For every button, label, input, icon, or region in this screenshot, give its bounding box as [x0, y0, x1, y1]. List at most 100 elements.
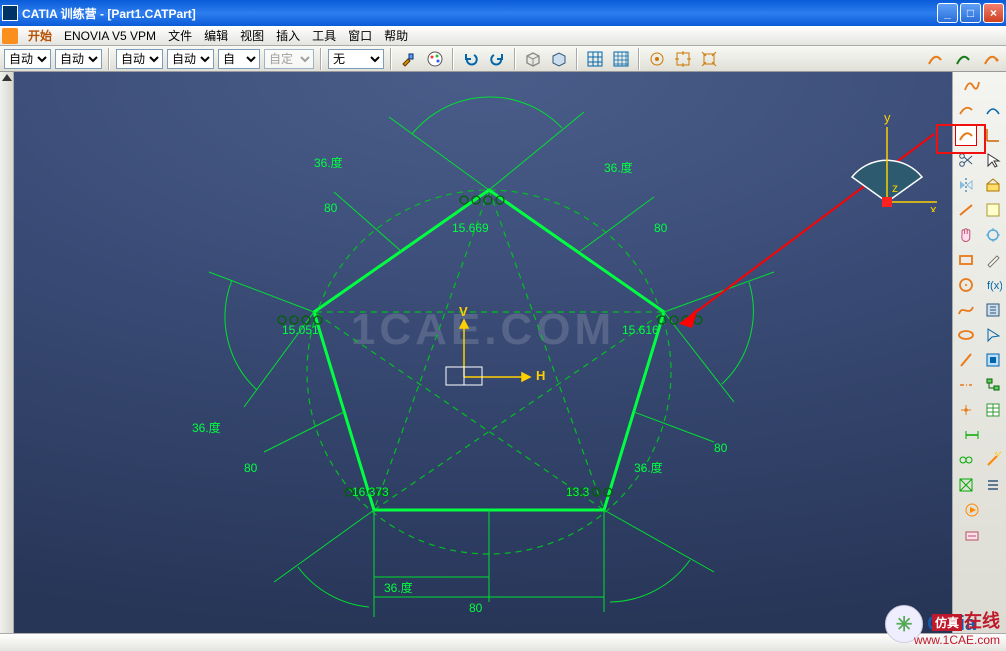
menu-insert[interactable]: 插入 [270, 27, 306, 44]
app-icon [2, 5, 18, 21]
hand-icon[interactable] [955, 224, 977, 246]
svg-text:15.669: 15.669 [452, 221, 489, 235]
svg-text:13.3: 13.3 [566, 485, 590, 499]
sketch-canvas[interactable]: 1CAE.COM [14, 72, 952, 633]
spline-icon[interactable] [961, 74, 983, 96]
list-icon[interactable] [982, 474, 1004, 496]
curve-tool-icon[interactable] [955, 99, 977, 121]
slash-icon[interactable] [955, 349, 977, 371]
window-titlebar: CATIA 训练营 - [Part1.CATPart] _ □ × [0, 0, 1006, 26]
redo-icon[interactable] [486, 48, 508, 70]
svg-text:36.度: 36.度 [192, 420, 221, 435]
menu-file[interactable]: 文件 [162, 27, 198, 44]
svg-text:80: 80 [654, 221, 668, 235]
axis-icon[interactable] [955, 374, 977, 396]
minimize-button[interactable]: _ [937, 3, 958, 23]
menu-enovia[interactable]: ENOVIA V5 VPM [58, 29, 162, 43]
watermark-1cae: 仿真在线 www.1CAE.com [914, 607, 1000, 647]
maximize-button[interactable]: □ [960, 3, 981, 23]
wand-icon[interactable] [982, 449, 1004, 471]
spreadsheet-icon[interactable] [982, 399, 1004, 421]
palette-tool-icon[interactable] [424, 48, 446, 70]
combo-7[interactable]: 无 [328, 49, 384, 69]
line-icon[interactable] [955, 199, 977, 221]
ellipse-icon[interactable] [955, 324, 977, 346]
open-curve-icon[interactable] [982, 99, 1004, 121]
svg-text:15.616: 15.616 [622, 323, 659, 337]
rectangle-icon[interactable] [955, 249, 977, 271]
animate-icon[interactable] [961, 499, 983, 521]
combo-6[interactable]: 自定 [264, 49, 314, 69]
grid-1-icon[interactable] [584, 48, 606, 70]
dimension-icon[interactable] [961, 424, 983, 446]
curve-3-icon[interactable] [980, 48, 1002, 70]
square-target-icon[interactable] [672, 48, 694, 70]
svg-text:y: y [884, 110, 891, 125]
main-area: 1CAE.COM [0, 72, 1006, 633]
window-title: CATIA 训练营 - [Part1.CATPart] [22, 5, 937, 22]
combo-4[interactable]: 自动 [167, 49, 214, 69]
undo-icon[interactable] [460, 48, 482, 70]
svg-text:36.度: 36.度 [384, 580, 413, 595]
magic-icon[interactable] [982, 224, 1004, 246]
target-icon[interactable] [646, 48, 668, 70]
svg-text:80: 80 [469, 601, 483, 615]
menu-tools[interactable]: 工具 [306, 27, 342, 44]
sketch-solve-icon[interactable] [982, 174, 1004, 196]
grid-2-icon[interactable] [610, 48, 632, 70]
svg-text:80: 80 [714, 441, 728, 455]
mirror-icon[interactable] [955, 174, 977, 196]
curve-1-icon[interactable] [924, 48, 946, 70]
close-button[interactable]: × [983, 3, 1004, 23]
edit-multi-icon[interactable] [961, 524, 983, 546]
svg-text:36.度: 36.度 [314, 155, 343, 170]
menu-bar: 开始 ENOVIA V5 VPM 文件 编辑 视图 插入 工具 窗口 帮助 [0, 26, 1006, 46]
toolbar-row: 自动 自动 自动 自动 自 自定 无 [0, 46, 1006, 72]
box-2-icon[interactable] [548, 48, 570, 70]
fit-icon[interactable] [698, 48, 720, 70]
menu-start[interactable]: 开始 [22, 27, 58, 44]
compass-gizmo[interactable]: y x z [832, 102, 942, 212]
svg-text:80: 80 [244, 461, 258, 475]
combo-3[interactable]: 自动 [116, 49, 163, 69]
combo-2[interactable]: 自动 [55, 49, 102, 69]
svg-text:z: z [892, 181, 898, 195]
svg-text:x: x [930, 202, 937, 212]
combo-5[interactable]: 自 [218, 49, 260, 69]
menu-edit[interactable]: 编辑 [198, 27, 234, 44]
tree-icon[interactable] [982, 374, 1004, 396]
curve-2-icon[interactable] [952, 48, 974, 70]
window-controls: _ □ × [937, 3, 1004, 23]
brush-tool-icon[interactable] [398, 48, 420, 70]
svg-text:f(x): f(x) [987, 280, 1002, 292]
scroll-up-icon[interactable] [2, 74, 12, 81]
menu-view[interactable]: 视图 [234, 27, 270, 44]
left-strip [0, 72, 14, 633]
formula-icon[interactable]: f(x) [982, 274, 1004, 296]
sketch-svg: 36.度 36.度 36.度 36.度 36.度 80 80 80 80 80 … [14, 72, 952, 633]
svg-text:36.度: 36.度 [634, 460, 663, 475]
transparent-icon[interactable] [982, 349, 1004, 371]
svg-text:V: V [459, 304, 468, 319]
circle-icon[interactable] [955, 274, 977, 296]
right-toolbar: f(x) [952, 72, 1006, 633]
box-1-icon[interactable] [522, 48, 544, 70]
edit-icon[interactable] [982, 249, 1004, 271]
svg-text:36.度: 36.度 [604, 160, 633, 175]
menu-window[interactable]: 窗口 [342, 27, 378, 44]
combo-1[interactable]: 自动 [4, 49, 51, 69]
annotation-highlight [936, 124, 986, 154]
svg-text:16.373: 16.373 [352, 485, 389, 499]
svg-text:H: H [536, 368, 545, 383]
note-icon[interactable] [982, 199, 1004, 221]
svg-text:15.051: 15.051 [282, 323, 319, 337]
autoconstraint-icon[interactable] [955, 474, 977, 496]
status-bar [0, 633, 1006, 651]
pointer-2-icon[interactable] [982, 324, 1004, 346]
catalogue-icon[interactable] [982, 299, 1004, 321]
spline2-icon[interactable] [955, 299, 977, 321]
constraint-icon[interactable] [955, 449, 977, 471]
point-icon[interactable] [955, 399, 977, 421]
menu-help[interactable]: 帮助 [378, 27, 414, 44]
catia-logo-icon [2, 28, 18, 44]
